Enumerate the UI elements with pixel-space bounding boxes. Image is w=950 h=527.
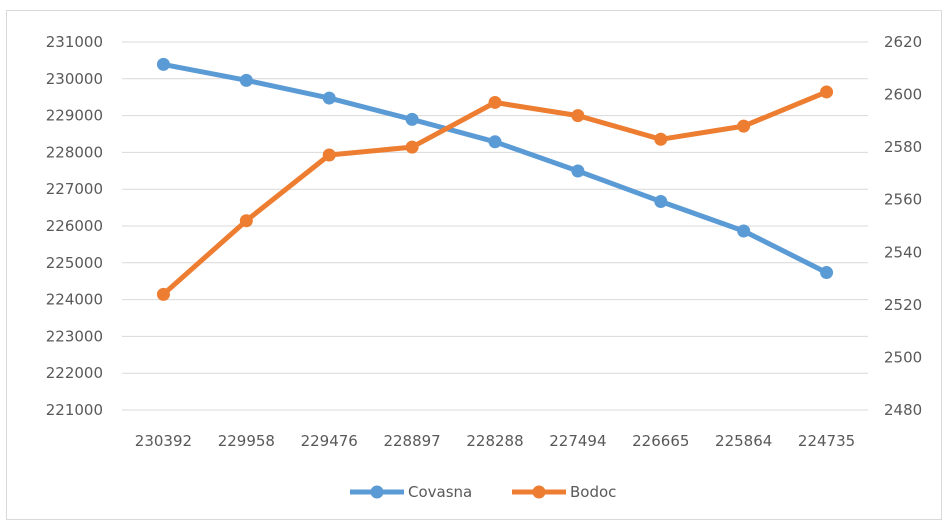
x-tick-label: 226665 [632, 432, 689, 450]
right-tick-label: 2500 [884, 348, 922, 366]
left-tick-label: 223000 [46, 327, 103, 345]
data-point-bodoc [820, 85, 834, 99]
data-point-covasna [571, 164, 585, 178]
legend-label: Covasna [408, 483, 472, 501]
x-tick-label: 228288 [466, 432, 523, 450]
legend-label: Bodoc [570, 483, 616, 501]
left-tick-label: 224000 [46, 291, 103, 309]
legend: Covasna Bodoc [350, 483, 616, 501]
data-point-covasna [737, 224, 751, 238]
right-tick-label: 2480 [884, 401, 922, 419]
series-layer [156, 57, 834, 301]
data-point-bodoc [405, 140, 419, 154]
data-point-covasna [654, 195, 668, 209]
data-point-covasna [405, 112, 419, 126]
data-point-covasna [488, 135, 502, 149]
chart-frame [6, 10, 942, 520]
right-tick-label: 2520 [884, 296, 922, 314]
left-tick-label: 225000 [46, 254, 103, 272]
legend-swatch-marker [370, 485, 384, 499]
data-point-bodoc [737, 119, 751, 133]
x-tick-label: 229958 [218, 432, 275, 450]
left-tick-label: 221000 [46, 401, 103, 419]
x-axis-ticks: 230392 229958 229476 228897 228288 227494 2266… [135, 432, 855, 450]
right-tick-label: 2620 [884, 33, 922, 51]
left-tick-label: 231000 [46, 33, 103, 51]
data-point-bodoc [571, 109, 585, 123]
data-point-bodoc [654, 132, 668, 146]
right-tick-label: 2560 [884, 191, 922, 209]
data-point-bodoc [156, 287, 170, 301]
data-point-covasna [239, 73, 253, 87]
series-line-bodoc [160, 89, 830, 297]
right-axis-ticks: 2480 2500 2520 2540 2560 2580 2600 2620 [884, 33, 922, 419]
left-tick-label: 227000 [46, 180, 103, 198]
x-tick-label: 224735 [798, 432, 855, 450]
data-point-covasna [322, 91, 336, 105]
left-axis-ticks: 221000 222000 223000 224000 225000 226000 2270… [46, 33, 103, 419]
left-tick-label: 222000 [46, 364, 103, 382]
legend-swatch-marker [532, 485, 546, 499]
data-point-bodoc [488, 95, 502, 109]
x-tick-label: 230392 [135, 432, 192, 450]
left-tick-label: 228000 [46, 143, 103, 161]
left-tick-label: 230000 [46, 70, 103, 88]
x-tick-label: 225864 [715, 432, 772, 450]
right-tick-label: 2540 [884, 243, 922, 261]
x-tick-label: 227494 [549, 432, 606, 450]
data-point-bodoc [239, 214, 253, 228]
right-tick-label: 2600 [884, 86, 922, 104]
series-line-covasna [160, 61, 830, 276]
right-tick-label: 2580 [884, 138, 922, 156]
data-point-bodoc [322, 148, 336, 162]
data-point-covasna [820, 266, 834, 280]
data-point-covasna [156, 57, 170, 71]
left-tick-label: 226000 [46, 217, 103, 235]
x-tick-label: 229476 [301, 432, 358, 450]
x-tick-label: 228897 [383, 432, 440, 450]
left-tick-label: 229000 [46, 107, 103, 125]
